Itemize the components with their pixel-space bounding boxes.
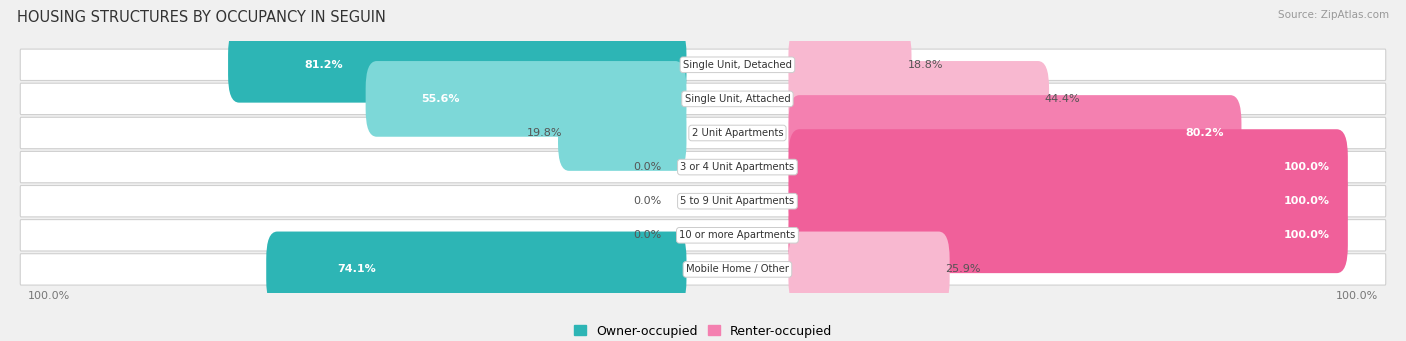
Text: 80.2%: 80.2% (1185, 128, 1223, 138)
Text: 3 or 4 Unit Apartments: 3 or 4 Unit Apartments (681, 162, 794, 172)
Text: 100.0%: 100.0% (1284, 230, 1330, 240)
Text: 0.0%: 0.0% (634, 196, 662, 206)
Text: 81.2%: 81.2% (305, 60, 343, 70)
FancyBboxPatch shape (558, 95, 686, 171)
FancyBboxPatch shape (20, 83, 1386, 115)
FancyBboxPatch shape (20, 151, 1386, 183)
FancyBboxPatch shape (789, 61, 1049, 137)
FancyBboxPatch shape (20, 254, 1386, 285)
Text: Mobile Home / Other: Mobile Home / Other (686, 264, 789, 275)
FancyBboxPatch shape (789, 129, 1348, 205)
Text: 100.0%: 100.0% (1284, 196, 1330, 206)
FancyBboxPatch shape (228, 27, 686, 103)
Text: Single Unit, Detached: Single Unit, Detached (683, 60, 792, 70)
Text: 100.0%: 100.0% (28, 291, 70, 300)
Legend: Owner-occupied, Renter-occupied: Owner-occupied, Renter-occupied (568, 320, 838, 341)
Text: 10 or more Apartments: 10 or more Apartments (679, 230, 796, 240)
FancyBboxPatch shape (20, 49, 1386, 80)
Text: 25.9%: 25.9% (945, 264, 981, 275)
Text: HOUSING STRUCTURES BY OCCUPANCY IN SEGUIN: HOUSING STRUCTURES BY OCCUPANCY IN SEGUI… (17, 10, 385, 25)
FancyBboxPatch shape (266, 232, 686, 307)
Text: 100.0%: 100.0% (1336, 291, 1378, 300)
FancyBboxPatch shape (20, 220, 1386, 251)
FancyBboxPatch shape (789, 95, 1241, 171)
FancyBboxPatch shape (789, 197, 1348, 273)
Text: Single Unit, Attached: Single Unit, Attached (685, 94, 790, 104)
FancyBboxPatch shape (20, 117, 1386, 149)
Text: 5 to 9 Unit Apartments: 5 to 9 Unit Apartments (681, 196, 794, 206)
Text: 19.8%: 19.8% (527, 128, 562, 138)
FancyBboxPatch shape (366, 61, 686, 137)
Text: 44.4%: 44.4% (1045, 94, 1081, 104)
Text: 74.1%: 74.1% (337, 264, 375, 275)
Text: 2 Unit Apartments: 2 Unit Apartments (692, 128, 783, 138)
Text: 55.6%: 55.6% (422, 94, 460, 104)
Text: 0.0%: 0.0% (634, 162, 662, 172)
Text: 100.0%: 100.0% (1284, 162, 1330, 172)
FancyBboxPatch shape (20, 186, 1386, 217)
FancyBboxPatch shape (789, 163, 1348, 239)
Text: 0.0%: 0.0% (634, 230, 662, 240)
Text: Source: ZipAtlas.com: Source: ZipAtlas.com (1278, 10, 1389, 20)
FancyBboxPatch shape (789, 27, 911, 103)
FancyBboxPatch shape (789, 232, 949, 307)
Text: 18.8%: 18.8% (907, 60, 943, 70)
